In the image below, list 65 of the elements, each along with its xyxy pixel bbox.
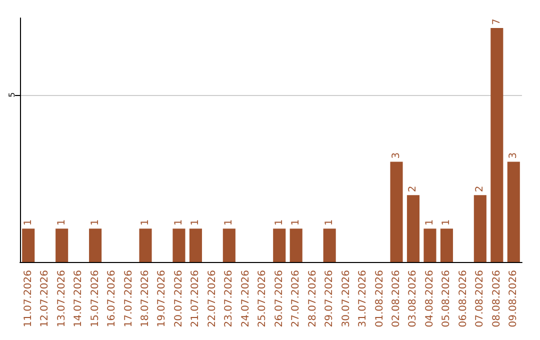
x-tick-label: 27.07.2026 [290,270,302,328]
data-label: 1 [424,219,436,226]
bar [56,228,68,262]
x-tick-label: 29.07.2026 [324,270,336,328]
data-label: 1 [22,219,34,226]
x-tick-label: 17.07.2026 [123,270,134,328]
x-tick-label: 24.07.2026 [240,270,252,328]
bar [490,28,504,262]
x-tick-label: 09.08.2026 [508,270,520,328]
data-label: 3 [391,152,402,159]
x-tick-label: 01.08.2026 [374,270,386,328]
x-tick-label: 15.07.2026 [90,270,101,328]
x-tick-label: 13.07.2026 [56,270,68,328]
bar [474,195,486,262]
x-tick-label: 31.07.2026 [358,270,369,328]
data-label: 2 [474,186,486,192]
bar [139,228,152,262]
x-tick-label: 14.07.2026 [73,270,84,328]
x-tick-label: 03.08.2026 [408,270,419,328]
data-label: 1 [224,219,235,226]
data-label: 1 [90,219,101,226]
bar [507,162,520,262]
bar [323,228,336,262]
data-label: 1 [190,219,202,226]
data-label: 1 [274,219,285,226]
bar [222,228,236,262]
bar [273,228,286,262]
x-tick-label: 07.08.2026 [474,270,486,328]
y-tick-label: 5 [8,92,16,98]
data-label: 7 [491,18,502,26]
x-tick-label: 08.08.2026 [491,270,502,328]
bar [440,228,453,262]
bar [189,228,202,262]
data-label: 1 [441,219,452,226]
bar [172,228,186,262]
x-tick-label: 25.07.2026 [257,270,268,328]
x-tick-label: 22.07.2026 [206,270,218,328]
data-label: 1 [56,219,68,226]
x-tick-label: 06.08.2026 [458,270,469,328]
data-label: 1 [140,219,151,226]
x-tick-label: 20.07.2026 [173,270,184,328]
x-tick-label: 21.07.2026 [190,270,202,328]
data-label: 1 [290,219,302,226]
x-tick-label: 04.08.2026 [424,270,436,328]
bar [424,228,436,262]
bar [89,228,102,262]
data-label: 3 [508,152,520,159]
bar [22,228,35,262]
x-tick-label: 18.07.2026 [140,270,151,328]
data-label: 1 [173,219,184,226]
x-tick-label: 11.07.2026 [22,270,34,328]
x-tick-label: 02.08.2026 [391,270,402,328]
x-tick-label: 30.07.2026 [340,270,352,328]
bar [290,228,302,262]
data-label: 2 [408,186,419,192]
x-tick-label: 26.07.2026 [274,270,285,328]
x-tick-label: 16.07.2026 [106,270,118,328]
x-tick-label: 28.07.2026 [307,270,318,328]
bar [406,195,420,262]
data-label: 1 [324,219,336,226]
x-tick-label: 19.07.2026 [156,270,168,328]
bar [390,162,403,262]
x-tick-label: 23.07.2026 [224,270,235,328]
x-tick-label: 05.08.2026 [441,270,452,328]
x-tick-label: 12.07.2026 [40,270,51,328]
